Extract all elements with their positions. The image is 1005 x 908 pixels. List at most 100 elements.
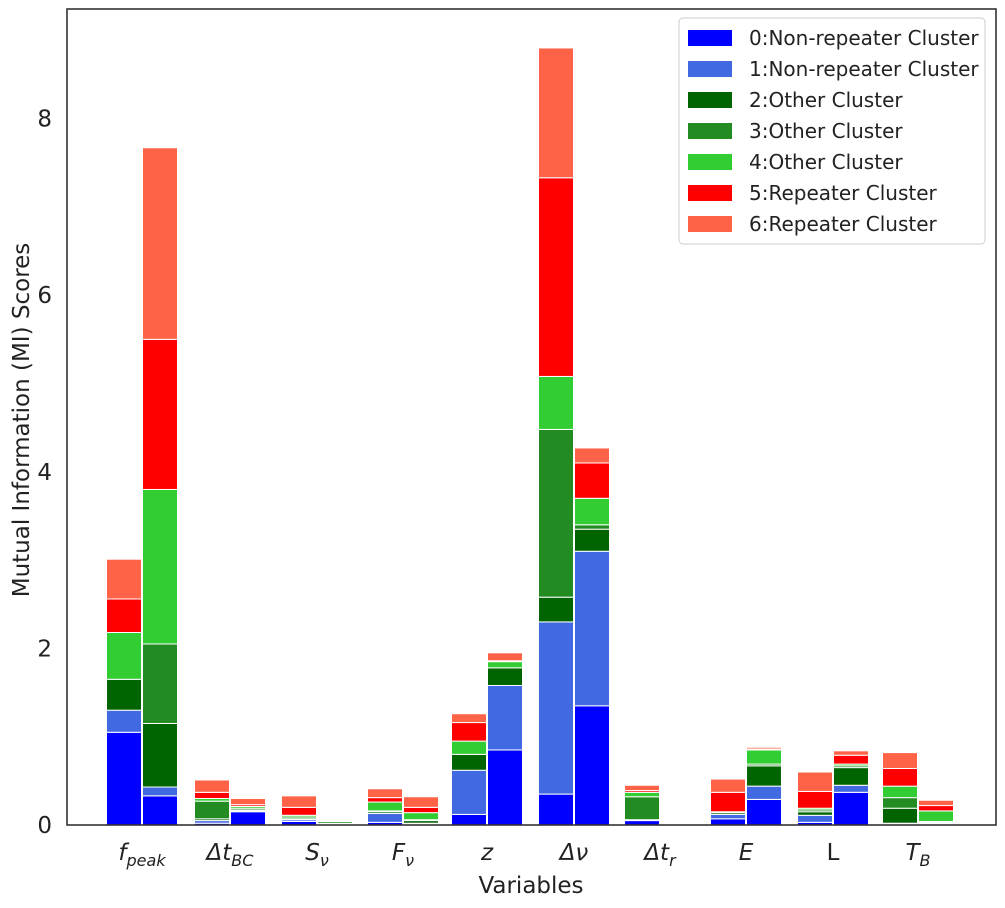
x-tick-label-z: z — [480, 840, 494, 866]
legend-label-6: 6:Repeater Cluster — [749, 212, 938, 236]
bar-segment-z-left-series-1 — [451, 769, 487, 815]
legend-swatch-6 — [688, 216, 732, 232]
bar-segment-f-peak-right-series-4 — [142, 488, 178, 645]
legend-swatch-4 — [688, 154, 732, 170]
legend-swatch-0 — [688, 30, 732, 46]
bar-segment-f-peak-right-series-6 — [142, 147, 178, 340]
bar-segment-t-bc-right-series-0 — [230, 811, 266, 826]
legend-label-4: 4:Other Cluster — [749, 150, 903, 174]
bar-segment-t-b-left-series-3 — [882, 797, 918, 809]
legend-frame — [678, 17, 986, 245]
y-tick-label-6: 6 — [37, 283, 52, 309]
bar-segment-f-left-series-4 — [367, 801, 403, 812]
bar-segment-s-left-series-5 — [281, 806, 317, 816]
bar-segment-f-right-series-6 — [403, 796, 439, 808]
legend-swatch-1 — [688, 61, 732, 77]
bar-segment--right-series-1 — [574, 550, 610, 707]
bar-segment-f-left-series-1 — [367, 813, 403, 823]
bar-segment-e-right-series-1 — [746, 785, 782, 800]
bar-segment-l-right-series-1 — [833, 784, 869, 793]
bar-segment-z-left-series-2 — [451, 753, 487, 771]
x-tick-label-: Δν — [558, 840, 589, 866]
bar-segment-f-peak-left-series-6 — [106, 558, 142, 600]
bar-segment--right-series-5 — [574, 462, 610, 499]
bar-segment-t-r-left-series-4 — [624, 791, 660, 798]
bar-segment-f-left-series-6 — [367, 788, 403, 799]
bar-segment-t-bc-left-series-5 — [194, 791, 230, 800]
x-tick-label-f-peak: fpeak — [118, 840, 166, 870]
bar-segment-t-bc-right-series-6 — [230, 798, 266, 806]
bar-segment-z-right-series-6 — [487, 652, 523, 662]
bar-segment-t-b-left-series-5 — [882, 767, 918, 787]
bar-segment-e-left-series-5 — [710, 791, 746, 813]
bar-segment-l-left-series-2 — [797, 811, 833, 816]
bar-segment-l-right-series-5 — [833, 754, 869, 765]
x-tick-label-l: L — [827, 840, 840, 866]
bar-segment-t-b-right-series-4 — [918, 810, 954, 822]
bar-segment-s-right-series-4 — [317, 820, 353, 822]
bar-segment--right-series-3 — [574, 524, 610, 530]
bar-segment-e-left-series-6 — [710, 778, 746, 793]
bar-segment-e-right-series-6 — [746, 746, 782, 750]
bars-layer — [106, 47, 954, 826]
bar-segment-z-left-series-4 — [451, 740, 487, 755]
bar-segment-e-right-series-4 — [746, 749, 782, 765]
legend-items: 0:Non-repeater Cluster 1:Non-repeater Clu… — [688, 26, 979, 236]
x-tick-label-t-bc: ΔtBC — [205, 840, 255, 870]
bar-segment-l-right-series-6 — [833, 750, 869, 756]
legend-swatch-5 — [688, 185, 732, 201]
bar-segment-s-left-series-6 — [281, 795, 317, 808]
bar-segment-e-left-series-1 — [710, 813, 746, 820]
bar-segment-f-peak-right-series-3 — [142, 643, 178, 724]
bar-segment-t-b-left-series-2 — [882, 807, 918, 824]
bar-segment--right-series-4 — [574, 497, 610, 526]
bar-segment-z-right-series-2 — [487, 667, 523, 686]
bar-segment-f-peak-left-series-4 — [106, 632, 142, 680]
legend-label-3: 3:Other Cluster — [749, 119, 903, 143]
y-tick-label-0: 0 — [37, 813, 52, 839]
bar-segment-l-left-series-6 — [797, 771, 833, 792]
bar-segment-t-r-left-series-3 — [624, 796, 660, 821]
legend-label-0: 0:Non-repeater Cluster — [749, 26, 979, 50]
bar-segment--right-series-6 — [574, 447, 610, 464]
x-axis-label: Variables — [478, 873, 583, 899]
bar-segment-t-b-left-series-4 — [882, 785, 918, 799]
bar-segment-z-right-series-0 — [487, 749, 523, 826]
bar-segment--left-series-6 — [538, 47, 574, 179]
bar-segment--left-series-3 — [538, 428, 574, 598]
bar-segment-l-left-series-1 — [797, 814, 833, 823]
bar-segment-t-bc-left-series-3 — [194, 800, 230, 820]
bar-segment-t-r-right-series-6 — [660, 820, 696, 823]
bar-segment-f-peak-left-series-5 — [106, 598, 142, 634]
bar-segment-z-left-series-6 — [451, 713, 487, 724]
bar-segment--left-series-5 — [538, 177, 574, 377]
x-tick-label-e: E — [739, 840, 754, 866]
bar-segment-t-bc-left-series-6 — [194, 779, 230, 793]
bar-segment-e-left-series-0 — [710, 818, 746, 826]
bar-segment-z-right-series-4 — [487, 661, 523, 669]
plot-frame — [66, 8, 997, 826]
bar-segment--left-series-4 — [538, 375, 574, 430]
legend-swatch-2 — [688, 92, 732, 108]
y-tick-label-2: 2 — [37, 636, 52, 662]
bar-segment-f-peak-right-series-5 — [142, 338, 178, 490]
bar-segment-t-r-left-series-6 — [624, 784, 660, 792]
bar-segment-t-b-left-series-6 — [882, 752, 918, 769]
bar-segment-f-peak-right-series-1 — [142, 786, 178, 797]
x-tick-label-s: Sν — [305, 840, 329, 870]
y-axis-label: Mutual Information (MI) Scores — [9, 243, 35, 598]
bar-segment-f-peak-left-series-1 — [106, 709, 142, 733]
y-tick-label-4: 4 — [37, 460, 52, 486]
y-ticks: 0 2 4 6 8 — [37, 107, 52, 839]
bar-segment-z-left-series-5 — [451, 722, 487, 742]
bar-segment-f-right-series-5 — [403, 806, 439, 814]
bar-segment-f-peak-left-series-0 — [106, 731, 142, 826]
bar-segment-t-b-right-series-5 — [918, 805, 954, 812]
y-tick-label-8: 8 — [37, 107, 52, 133]
bar-segment-f-left-series-5 — [367, 797, 403, 803]
x-ticks: fpeak ΔtBC Sν Fν z Δν Δtr E L TB — [118, 840, 930, 870]
bar-segment-z-left-series-0 — [451, 813, 487, 826]
bar-segment--left-series-0 — [538, 793, 574, 826]
bar-segment-e-right-series-2 — [746, 765, 782, 787]
